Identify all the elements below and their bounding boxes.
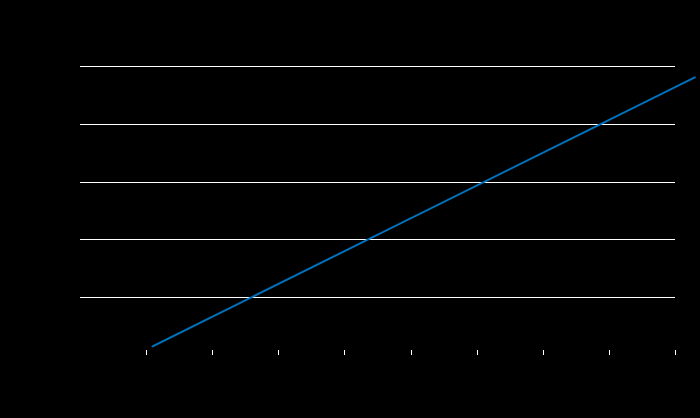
series-group <box>151 76 696 348</box>
series-line <box>151 76 696 348</box>
grid-lines <box>80 66 675 298</box>
plot-area <box>80 8 675 355</box>
x-axis-ticks <box>146 350 676 355</box>
